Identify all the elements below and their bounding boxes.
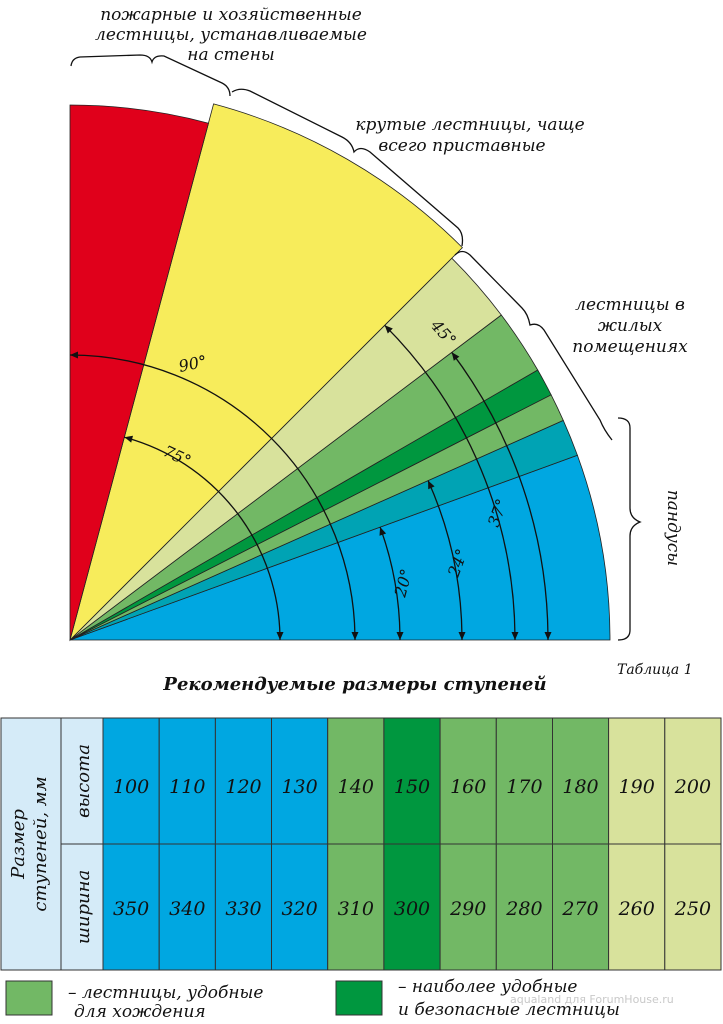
width-value: 280: [505, 898, 542, 920]
bracket-residential: [454, 250, 613, 441]
width-cell: [552, 843, 610, 971]
width-value: 320: [281, 898, 317, 920]
arc-20-arrow-end: [379, 527, 387, 536]
row-group-label-1: Размер: [8, 809, 29, 880]
arc-90-arrow-end: [70, 351, 78, 359]
width-cell: [608, 843, 666, 971]
arc-37-arrow-start: [544, 632, 552, 640]
arc-24-arrow-end: [428, 480, 435, 490]
bracket-fire-ladders: [70, 54, 231, 97]
width-value: 340: [169, 898, 205, 920]
width-cell: [664, 843, 722, 971]
table-title: Рекомендуемые размеры ступеней: [162, 674, 546, 695]
label-steep-stairs-1: крутые лестницы, чаще: [355, 115, 584, 135]
height-cell: [271, 717, 329, 845]
width-value: 290: [449, 898, 486, 920]
height-cell: [327, 717, 385, 845]
legend-swatch-comfortable: [5, 980, 53, 1016]
arc-90-arrow-start: [351, 632, 359, 640]
label-fire-ladders-1: пожарные и хозяйственные: [100, 5, 362, 25]
angle-sectors: [69, 103, 611, 642]
row-label-height-cell: [60, 717, 104, 845]
arc-20: [379, 526, 401, 641]
height-value: 190: [619, 776, 655, 798]
arc-24: [427, 480, 463, 641]
sector-steep-stairs: [69, 103, 463, 642]
legend-comfortable-2: для хождения: [74, 1002, 206, 1022]
watermark: aqualand для ForumHouse.ru: [510, 993, 674, 1006]
width-value: 330: [225, 898, 261, 920]
height-cell: [495, 717, 553, 845]
label-ramps: пандусы: [663, 490, 683, 566]
label-residential-3: помещениях: [572, 337, 688, 357]
height-value: 150: [394, 776, 430, 798]
range-brackets: [70, 54, 642, 641]
height-value: 140: [338, 776, 374, 798]
arc-45: [384, 324, 516, 641]
width-value: 250: [674, 898, 711, 920]
width-cell: [383, 843, 441, 971]
arc-45-arrow-start: [511, 632, 519, 640]
height-cell: [608, 717, 666, 845]
arc-24-arrow-start: [458, 632, 466, 640]
label-residential-2: жилых: [598, 316, 663, 336]
width-value: 270: [561, 898, 598, 920]
row-label-height: высота: [73, 744, 94, 818]
row-group-cell: [0, 717, 62, 971]
width-value: 310: [338, 898, 374, 920]
width-cell: [327, 843, 385, 971]
height-value: 110: [169, 776, 205, 798]
bracket-ramps: [617, 417, 642, 641]
height-value: 170: [506, 776, 542, 798]
label-fire-ladders-3: на стены: [187, 45, 274, 65]
row-group-label-2: ступеней, мм: [30, 776, 51, 911]
row-label-width-cell: [60, 843, 104, 971]
angle-arcs: [69, 324, 552, 641]
arc-75-arrow-start: [276, 632, 284, 640]
width-cell: [439, 843, 497, 971]
legend-most-comfortable-2: и безопасные лестницы: [398, 1000, 620, 1020]
width-cell: [214, 843, 273, 971]
width-value: 350: [113, 898, 149, 920]
width-cell: [102, 843, 160, 971]
label-residential-1: лестницы в: [575, 295, 685, 315]
height-value: 100: [113, 776, 149, 798]
width-value: 260: [618, 898, 655, 920]
legend: – лестницы, удобные для хождения – наибо…: [5, 977, 620, 1022]
height-cell: [383, 717, 441, 845]
arc-37: [451, 351, 549, 641]
row-label-width: ширина: [73, 870, 94, 944]
legend-comfortable-1: – лестницы, удобные: [68, 983, 263, 1003]
bracket-steep-stairs: [231, 88, 464, 247]
height-cell: [439, 717, 497, 845]
legend-swatch-most-comfortable: [335, 980, 383, 1016]
step-size-table: Размер ступеней, мм высота ширина 100 350…: [0, 717, 722, 971]
width-value: 300: [394, 898, 430, 920]
label-fire-ladders-2: лестницы, устанавливаемые: [95, 25, 367, 45]
table-note: Таблица 1: [617, 662, 693, 678]
arc-90: [69, 354, 356, 641]
height-value: 200: [674, 776, 711, 798]
arc-45-arrow-end: [384, 325, 393, 334]
width-cell: [158, 843, 216, 971]
arc-37-arrow-end: [451, 352, 460, 361]
height-value: 160: [450, 776, 486, 798]
height-cell: [552, 717, 610, 845]
label-steep-stairs-2: всего приставные: [378, 136, 545, 156]
height-value: 180: [562, 776, 598, 798]
height-cell: [664, 717, 722, 845]
arc-20-arrow-start: [396, 632, 404, 640]
height-value: 130: [281, 776, 317, 798]
height-cell: [158, 717, 216, 845]
width-cell: [271, 843, 329, 971]
width-cell: [495, 843, 553, 971]
arc-75: [124, 436, 281, 641]
height-value: 120: [225, 776, 261, 798]
arc-75-arrow-end: [124, 435, 133, 443]
legend-most-comfortable-1: – наиболее удобные: [398, 977, 578, 997]
sector-fire-ladders: [69, 104, 209, 641]
